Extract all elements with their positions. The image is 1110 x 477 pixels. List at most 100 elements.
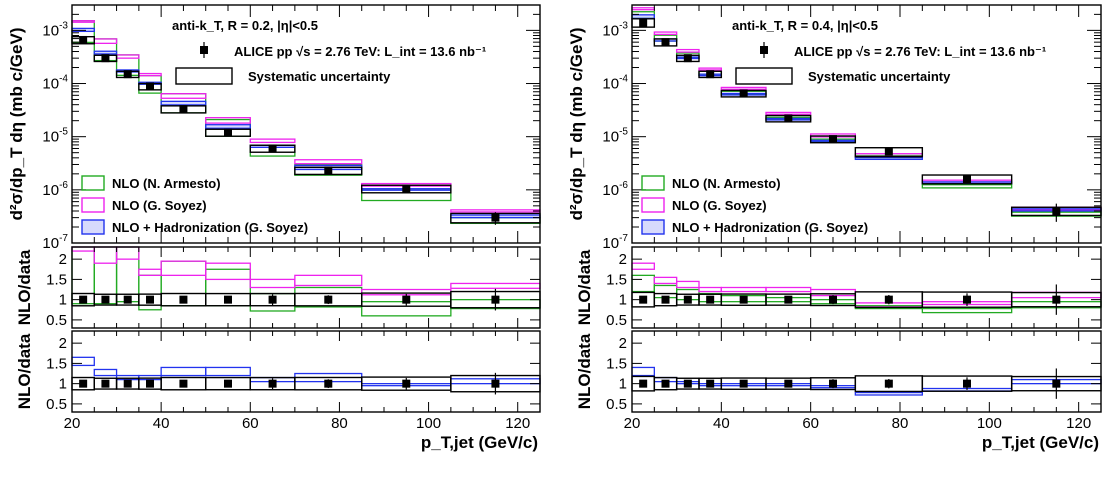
ratio-data-point [179, 379, 188, 388]
ratio-data-point [784, 295, 793, 304]
ratio-data-point [739, 379, 748, 388]
theory-band-soyez [631, 7, 655, 11]
ratio-data-point [1052, 379, 1061, 388]
ratio-y-tick-label: 1.5 [46, 271, 67, 288]
legend-label-soyez: NLO (G. Soyez) [112, 198, 207, 213]
data-point [639, 18, 648, 27]
ratio-band-soyez [93, 246, 118, 264]
theory-band-hadro [205, 124, 251, 129]
ratio-data-point [639, 379, 648, 388]
theory-band-fill [632, 14, 655, 19]
data-point [101, 54, 110, 63]
ratio-y-tick-label: 2 [59, 251, 67, 268]
ratio-band-armesto [631, 274, 655, 293]
ratio-data-point [829, 295, 837, 304]
ratio-data-point [224, 379, 232, 388]
ratio-data-point [123, 295, 132, 304]
ratio-plot-2: 0.5 1 1.5 2 NLO/data [15, 330, 541, 413]
ratio-plot-1: 0.5 1 1.5 2 NLO/data [15, 246, 541, 329]
panel-2: 10-7 10-6 10-5 10-4 10-3 anti-k_T, R = 0.4, |… [567, 4, 1102, 452]
ratio-y-tick-label: 1 [619, 376, 627, 393]
x-tick-label: 120 [505, 415, 530, 432]
ratio-data-point [1052, 295, 1061, 304]
ratio-band-soyez [138, 268, 162, 276]
data-point [179, 105, 188, 114]
theory-band-fill [855, 157, 923, 160]
ratio-data-point [491, 379, 500, 388]
y-tick-label: 10-5 [42, 127, 68, 146]
ratio-y-tick-label: 1 [59, 376, 67, 393]
ratio-y-axis-label: NLO/data [15, 249, 34, 325]
y-axis-label: d²σ/dp_T dη (mb c/GeV) [567, 28, 586, 221]
data-point [884, 147, 893, 156]
legend-label-soyez: NLO (G. Soyez) [672, 198, 767, 213]
legend-label-hadro: NLO + Hadronization (G. Soyez) [112, 220, 308, 235]
ratio-band-hadro [205, 366, 251, 377]
legend-swatch-hadro [641, 219, 665, 235]
ratio-data-point [706, 379, 715, 388]
ratio-y-tick-label: 1 [59, 292, 67, 309]
ratio-frame [631, 330, 1102, 413]
theory-band-fill [94, 51, 117, 54]
theory-band-fill [161, 101, 206, 105]
ratio-data-point [402, 379, 411, 388]
ratio-data-point [402, 295, 411, 304]
data-point [739, 89, 748, 98]
legend-label-armesto: NLO (N. Armesto) [672, 176, 781, 191]
theory-band-soyez [765, 111, 812, 115]
legend-experiment: ALICE pp √s = 2.76 TeV: L_int = 13.6 nb⁻… [794, 44, 1046, 59]
x-tick-label: 60 [802, 415, 819, 432]
theory-band-soyez [71, 20, 95, 23]
ratio-plot-1: 0.5 1 1.5 2 NLO/data [575, 246, 1102, 329]
theory-band-soyez [205, 117, 251, 124]
x-tick-label: 100 [977, 415, 1002, 432]
ratio-data-point [661, 379, 670, 388]
data-point [661, 38, 670, 47]
ratio-band-armesto [115, 246, 140, 303]
ratio-y-tick-label: 2 [619, 335, 627, 352]
ratio-band-soyez [765, 286, 812, 293]
ratio-data-point [884, 295, 893, 304]
data-point [324, 166, 333, 175]
y-tick-label: 10-3 [602, 20, 628, 39]
legend-systematic: Systematic uncertainty [248, 69, 391, 84]
plot-frame [631, 4, 1102, 244]
x-axis-label: p_T,jet (GeV/c) [982, 433, 1099, 452]
data-point [683, 54, 692, 63]
ratio-band-soyez [294, 274, 363, 287]
legend-swatch-soyez [81, 197, 105, 213]
ratio-band-soyez [653, 276, 678, 285]
ratio-y-tick-label: 0.5 [606, 312, 627, 329]
ratio-data-point [146, 379, 154, 388]
ratio-band-soyez [205, 262, 251, 281]
data-point [706, 70, 715, 79]
ratio-data-point [784, 379, 793, 388]
legend-systematic: Systematic uncertainty [808, 69, 951, 84]
ratio-y-tick-label: 0.5 [46, 312, 67, 329]
x-tick-label: 120 [1066, 415, 1091, 432]
data-point [784, 114, 793, 123]
plot-frame [71, 4, 541, 244]
ratio-y-tick-label: 1.5 [46, 355, 67, 372]
y-tick-label: 10-6 [42, 180, 68, 199]
theory-band-soyez [720, 86, 767, 90]
ratio-data-point [324, 295, 333, 304]
x-tick-label: 60 [242, 415, 259, 432]
ratio-y-tick-label: 1 [619, 292, 627, 309]
theory-band-soyez [450, 209, 541, 213]
theory-band-armesto [921, 184, 1013, 189]
theory-band-soyez [115, 54, 140, 59]
ratio-data-point [706, 295, 715, 304]
ratio-band-hadro [854, 391, 923, 396]
theory-band-soyez [698, 67, 722, 71]
ratio-data-point [79, 295, 88, 304]
theory-band-soyez [676, 48, 700, 53]
theory-band-soyez [138, 72, 162, 77]
ratio-y-tick-label: 0.5 [606, 396, 627, 413]
ratio-band-soyez [810, 288, 856, 297]
ratio-data-point [324, 379, 333, 388]
data-point [402, 184, 411, 193]
ratio-band-soyez [698, 286, 722, 293]
data-point [829, 135, 837, 144]
ratio-data-point [963, 379, 971, 388]
